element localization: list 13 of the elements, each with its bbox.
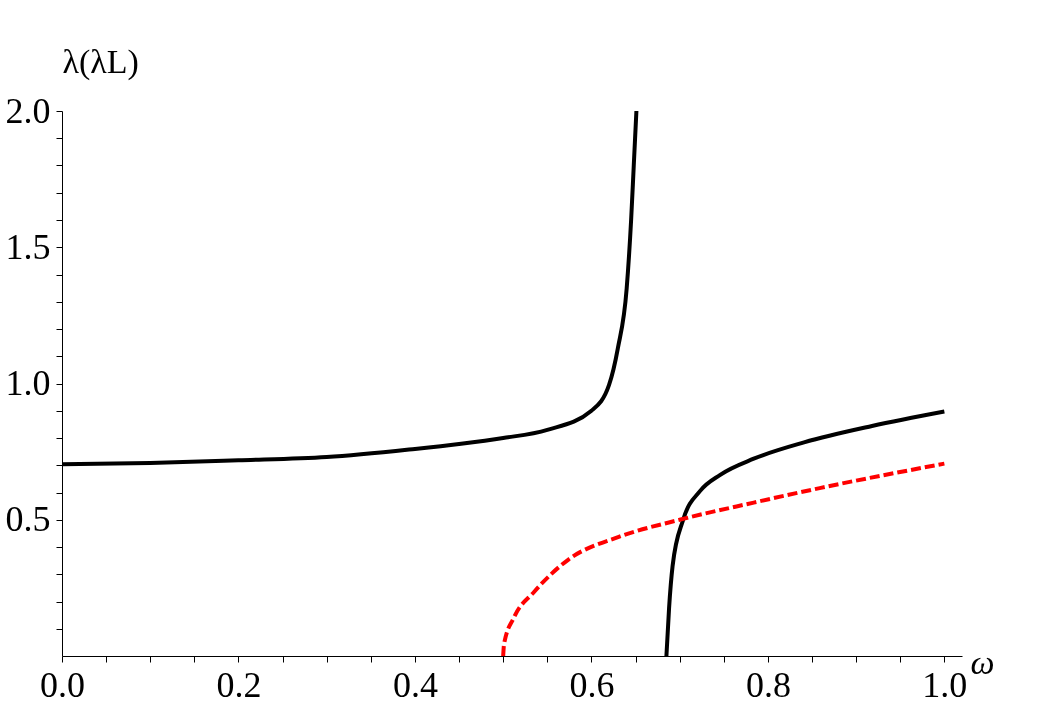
y-axis-title: λ(λL) bbox=[62, 42, 139, 81]
x-tick-label: 0.2 bbox=[216, 664, 262, 705]
y-tick-label: 2.0 bbox=[5, 90, 51, 131]
x-tick-label: 0.0 bbox=[40, 664, 85, 705]
x-tick-label: 0.6 bbox=[569, 664, 615, 705]
y-tick-label: 0.5 bbox=[5, 499, 51, 540]
y-tick-label: 1.5 bbox=[5, 226, 51, 267]
x-tick-label: 1.0 bbox=[922, 664, 968, 705]
x-tick-label: 0.8 bbox=[745, 664, 791, 705]
x-tick-label: 0.4 bbox=[392, 664, 438, 705]
y-tick-label: 1.0 bbox=[5, 363, 51, 403]
line-series bbox=[501, 461, 947, 656]
x-axis-title: ω bbox=[970, 643, 995, 681]
